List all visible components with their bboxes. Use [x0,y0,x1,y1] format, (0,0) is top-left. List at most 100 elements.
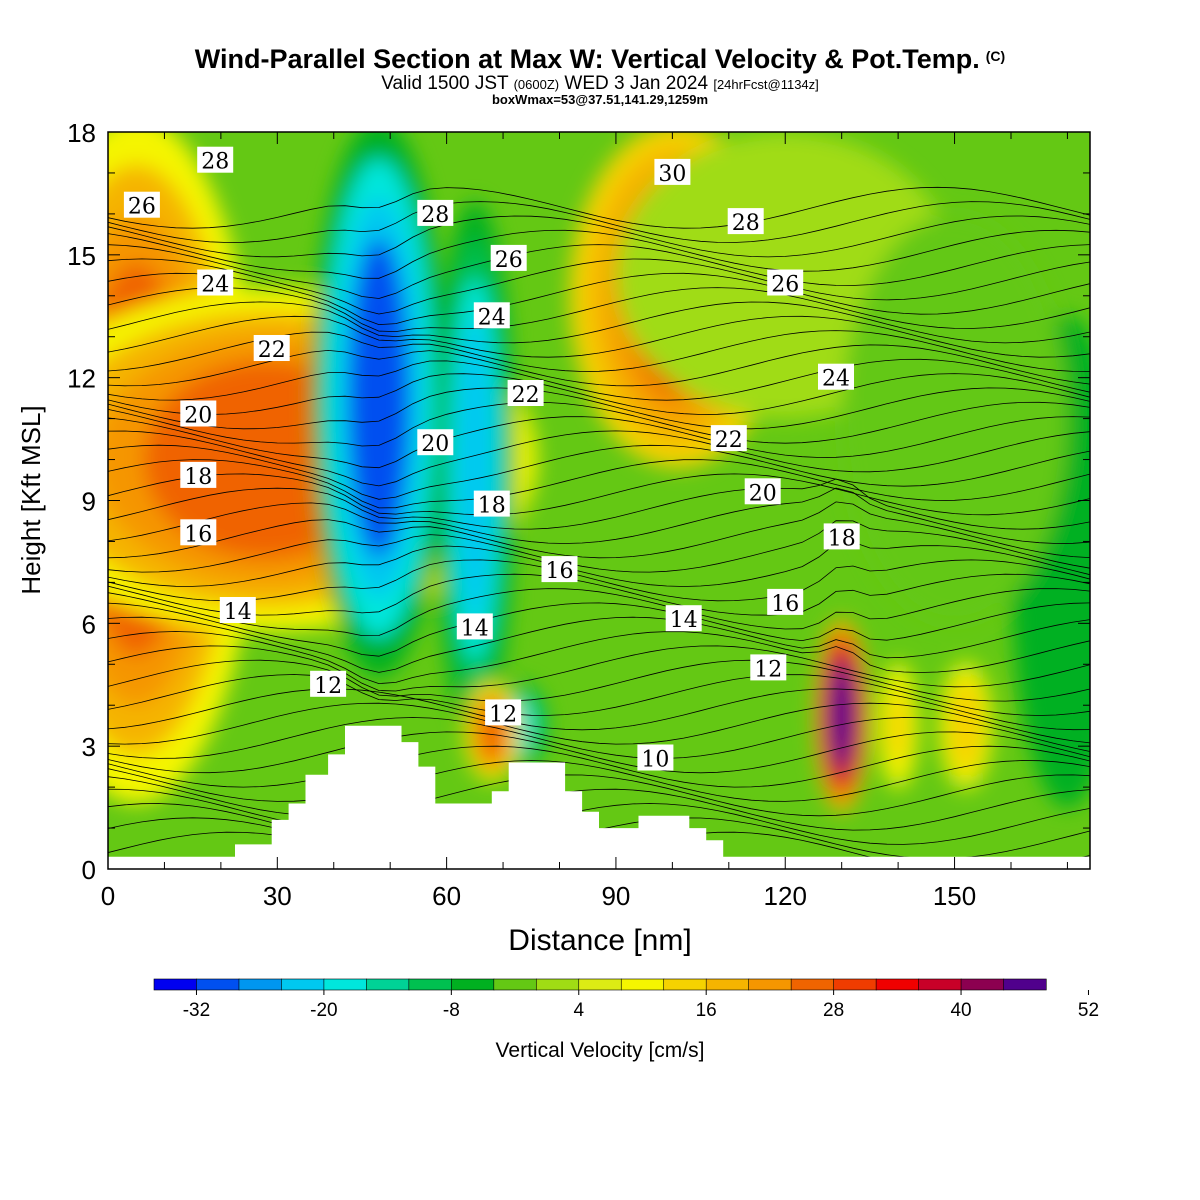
theta-contour-line [108,430,1090,487]
theta-label-text: 26 [128,195,156,220]
theta-label-bg [123,191,160,218]
x-axis-label: Distance [nm] [508,924,691,957]
theta-contour-line [108,631,1090,685]
theta-label-bg [818,363,854,390]
theta-contour-line [108,315,1090,358]
theta-contour-line [108,501,1090,559]
theta-label-text: 12 [314,674,342,699]
theta-label-bg [253,335,290,361]
theta-label: 24 [473,302,510,330]
velocity-cell [348,238,410,558]
theta-contour-line [108,702,1090,745]
colorbar-swatch [833,978,877,991]
theta-label: 22 [507,380,544,408]
theta-contour-line [108,645,1090,692]
title-text: Wind-Parallel Section at Max W: Vertical… [194,44,980,74]
theta-label: 20 [417,429,454,457]
theta-contour-line [108,301,1090,344]
theta-label-bg [490,244,527,271]
axes: 0 30 60 90 120 150 0 3 6 9 12 15 18 [67,118,1090,911]
theta-label-text: 20 [421,432,449,457]
theta-label: 14 [456,613,493,641]
theta-label-text: 26 [771,273,799,298]
theta-contour-line [108,774,1090,817]
colorbar-swatch [366,978,410,991]
colorbar-swatch [493,978,537,991]
theta-contour-line [108,459,1090,509]
theta-label: 24 [197,269,234,298]
y-tick-label: 15 [67,241,96,271]
theta-label-bg [507,380,544,406]
colorbar-tick-label: 4 [573,1000,584,1021]
theta-label-text: 24 [201,273,229,298]
theta-label-bg [710,425,747,452]
theta-label: 14 [219,597,256,625]
velocity-cell [888,688,908,763]
colorbar: -32 -20 -8 4 16 28 40 52 [153,978,1099,1021]
velocity-cell [829,660,854,771]
colorbar-swatch [196,978,240,991]
theta-contour-line [108,731,1090,774]
theta-label: 12 [750,654,787,682]
theta-label-text: 16 [184,522,212,547]
theta-contour-line [108,602,1090,657]
theta-label-bg [197,269,234,296]
theta-label-text: 28 [732,211,760,236]
colorbar-swatch [918,978,962,991]
theta-label-bg [541,556,578,583]
theta-label: 22 [253,335,290,363]
colorbar-tick-label: -8 [443,1000,460,1021]
theta-label-text: 16 [771,592,799,617]
theta-contour-line [108,478,1090,530]
theta-contour-line [108,401,1090,447]
colorbar-swatch [705,978,750,991]
terrain-mask [108,725,1090,869]
theta-label: 16 [180,519,217,547]
theta-label: 24 [818,363,854,392]
theta-label-text: 22 [512,383,540,408]
colorbar-swatch [1003,978,1047,991]
colorbar-swatch [620,978,665,991]
colorbar-swatch [535,978,580,991]
x-tick-label: 30 [263,881,292,911]
theta-label-bg [456,613,493,640]
y-tick-label: 3 [82,732,96,762]
theta-contour-line [108,229,1090,279]
theta-label-text: 24 [478,305,506,330]
theta-contour-line [108,258,1090,315]
theta-contour-line [108,760,1090,802]
theta-label-text: 16 [546,559,574,584]
theta-label: 28 [417,199,454,228]
theta-label-text: 18 [184,465,212,490]
theta-label: 12 [485,699,522,727]
theta-contour-line [108,186,1090,229]
theta-contour-line [108,573,1090,616]
theta-label: 30 [654,158,691,187]
theta-label: 20 [180,400,217,429]
theta-label-text: 22 [715,428,743,453]
y-tick-label: 18 [67,118,96,148]
theta-label-text: 18 [828,526,856,551]
theta-label: 10 [637,744,674,773]
theta-label-text: 12 [489,702,517,727]
theta-label-bg [197,146,234,173]
theta-contour-line [108,487,1090,544]
theta-contour-line [108,559,1090,602]
theta-label-bg [485,699,522,726]
theta-label-text: 20 [184,404,212,429]
theta-label-bg [417,199,454,226]
theta-label: 12 [310,670,347,699]
theta-label: 22 [710,425,747,453]
y-tick-label: 0 [82,855,96,885]
colorbar-swatch [153,978,198,991]
theta-label-text: 14 [670,608,698,633]
colorbar-swatch [281,978,325,991]
theta-label-bg [727,208,764,235]
theta-contours [108,186,1090,869]
theta-contour-line [108,717,1090,759]
theta-label-text: 24 [822,367,850,392]
theta-label-bg [767,588,804,615]
theta-label-bg [637,744,674,771]
velocity-cell [841,213,1068,624]
theta-contour-line [108,272,1090,326]
